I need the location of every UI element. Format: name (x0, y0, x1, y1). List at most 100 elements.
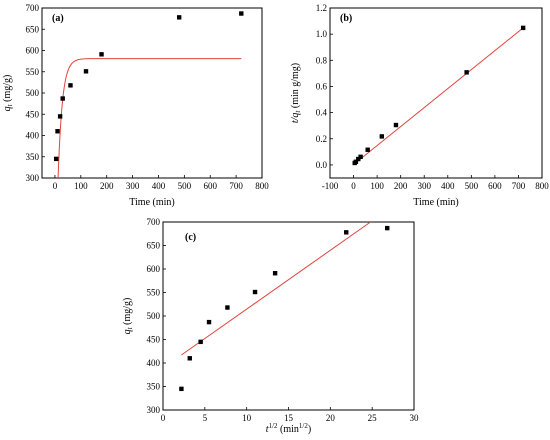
y-axis-title-unit: (min g/mg) (290, 63, 301, 111)
y-tick-label: 350 (147, 382, 161, 392)
x-tick-label: 30 (410, 413, 420, 423)
y-axis-title: qt (mg/g) (122, 298, 134, 335)
data-point (252, 289, 258, 295)
x-tick-label: 15 (284, 413, 294, 423)
data-point (176, 15, 182, 20)
x-axis-title: Time (min) (129, 197, 174, 208)
y-tick-label: 0.6 (316, 81, 328, 91)
y-tick-label: 300 (147, 405, 161, 415)
data-point (393, 122, 399, 128)
chart-panel-b: -100 0 100 200 300 400 500 600 700 800 0.0 0.2 0.4 0.… (290, 3, 549, 208)
x-axis-title-unit-post: ) (308, 424, 311, 435)
data-point (379, 134, 385, 139)
data-points (352, 25, 526, 166)
x-tick-label: 0 (53, 181, 58, 191)
x-tick-label: 20 (326, 413, 336, 423)
y-tick-label: 350 (26, 152, 40, 162)
x-tick-label: 500 (178, 181, 192, 191)
x-tick-label: 10 (242, 413, 252, 423)
x-tick-label: 600 (203, 181, 217, 191)
axis-ticks: 0 100 200 300 400 500 600 700 800 300 350 400 450 500… (26, 3, 270, 191)
x-tick-label: 25 (368, 413, 378, 423)
y-axis-title: t/qt (min g/mg) (290, 63, 302, 123)
x-tick-label: 400 (152, 181, 166, 191)
x-tick-label: 0 (161, 413, 166, 423)
fit-curve (57, 58, 242, 179)
y-tick-label: 1.0 (316, 29, 328, 39)
y-tick-label: 0.8 (316, 55, 328, 65)
x-tick-label: 5 (203, 413, 208, 423)
y-axis-title-unit: (mg/g) (122, 298, 133, 328)
data-point (99, 52, 104, 57)
y-tick-label: 550 (147, 288, 161, 298)
y-axis-title-sub: t (294, 110, 302, 113)
y-axis-title-main: q (2, 106, 13, 111)
panel-label: (b) (340, 13, 352, 24)
data-point (356, 156, 361, 162)
y-axis-title-sub: t (6, 103, 14, 106)
y-tick-label: 400 (26, 131, 40, 141)
panel-label: (c) (185, 232, 196, 243)
data-point (239, 11, 244, 16)
x-tick-label: -100 (322, 181, 339, 191)
chart-panel-c: 0 5 10 15 20 25 30300350400450500550600650700 … (122, 217, 419, 435)
x-tick-label: 700 (512, 181, 526, 191)
y-tick-label: 450 (26, 109, 40, 119)
x-axis-title-unit-sup: 1/2 (299, 422, 308, 430)
axis-ticks: 0 5 10 15 20 25 30 300 350 400 450 500 550 600 650 700 (147, 217, 420, 423)
x-tick-label: 200 (100, 181, 114, 191)
x-tick-label: 700 (229, 181, 243, 191)
x-tick-label: 800 (255, 181, 269, 191)
plot-frame (41, 7, 263, 179)
x-tick-label: 500 (465, 181, 479, 191)
data-point (272, 271, 278, 276)
data-point (57, 114, 63, 119)
x-axis-title-main: t (266, 424, 269, 435)
y-axis-title-unit: (mg/g) (2, 75, 13, 105)
data-point (464, 70, 469, 75)
x-tick-label: 400 (441, 181, 455, 191)
fit-line (181, 221, 371, 356)
chart-panel-a: 0 100 200 300 400 500 600 700 800 300 350 400 450 500… (2, 3, 269, 208)
y-tick-label: 500 (26, 88, 40, 98)
data-point (83, 69, 89, 74)
plot-frame (162, 221, 415, 411)
x-axis-title-sup: 1/2 (269, 422, 278, 430)
x-tick-label: 200 (394, 181, 408, 191)
x-axis-title-unit-pre: (min (278, 424, 299, 435)
x-tick-label: 100 (74, 181, 88, 191)
y-tick-label: 700 (147, 217, 161, 227)
data-point (60, 96, 65, 101)
panel-label: (a) (52, 13, 64, 24)
y-tick-label: 650 (26, 24, 40, 34)
data-point (206, 319, 212, 325)
data-point (385, 225, 390, 231)
y-axis-title-sub: t (126, 326, 134, 329)
y-tick-label: 0.0 (316, 160, 328, 170)
data-point (55, 129, 60, 134)
y-axis-title: qt (mg/g) (2, 75, 14, 112)
x-axis-title: Time (min) (413, 197, 458, 208)
data-point (353, 159, 359, 164)
y-tick-label: 0.2 (316, 134, 327, 144)
y-tick-label: 300 (26, 173, 40, 183)
y-tick-label: 450 (147, 335, 161, 345)
y-tick-label: 700 (26, 3, 40, 13)
data-point (358, 154, 363, 160)
data-points (54, 11, 244, 162)
x-tick-label: 800 (535, 181, 549, 191)
data-point (179, 386, 184, 392)
y-tick-label: 550 (26, 67, 40, 77)
y-axis-title-main: q (122, 329, 133, 334)
plot-frame (329, 7, 543, 179)
data-points (179, 225, 390, 392)
data-point (225, 305, 230, 310)
data-point (198, 339, 203, 345)
data-point (365, 147, 370, 152)
x-axis-title: t1/2 (min1/2) (266, 422, 311, 435)
axis-ticks: -100 0 100 200 300 400 500 600 700 800 0.0 0.2 0.4 0.… (316, 3, 550, 191)
data-point (54, 156, 59, 162)
y-tick-label: 0.4 (316, 108, 328, 118)
x-tick-label: 300 (417, 181, 431, 191)
